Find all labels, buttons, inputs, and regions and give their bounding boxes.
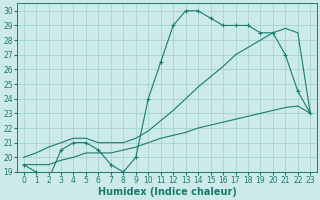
X-axis label: Humidex (Indice chaleur): Humidex (Indice chaleur)	[98, 187, 236, 197]
